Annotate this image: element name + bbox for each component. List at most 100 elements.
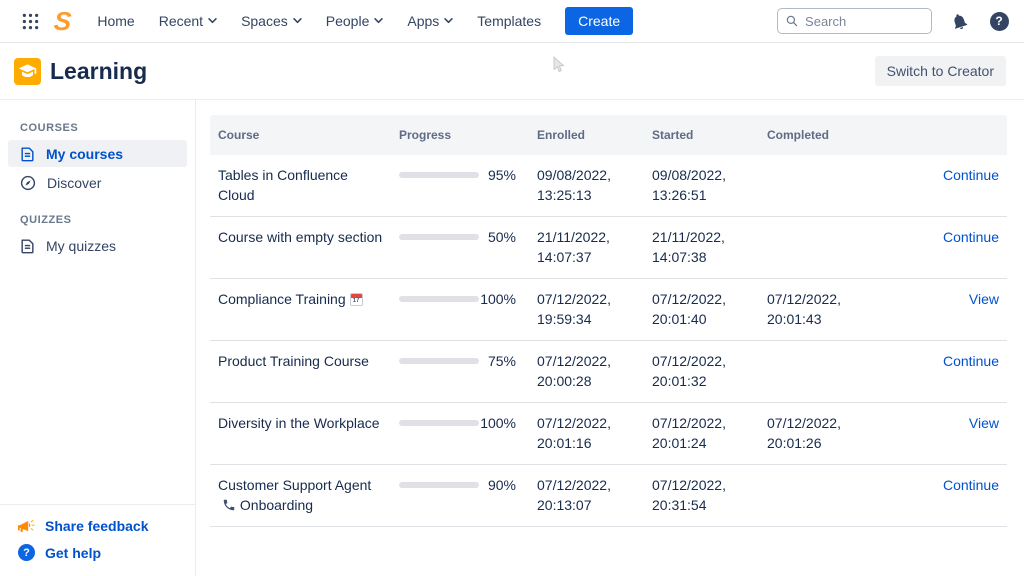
course-progress: 100% [399, 289, 516, 309]
nav-item-recent[interactable]: Recent [149, 7, 227, 35]
progress-bar [399, 296, 479, 302]
page-title: Learning [50, 57, 148, 84]
completed-date: 07/12/2022, 20:01:26 [767, 415, 841, 451]
nav-item-label: Templates [477, 13, 542, 29]
question-icon: ? [989, 11, 1009, 31]
sidebar-item-discover[interactable]: Discover [8, 169, 187, 196]
progress-percent: 50% [487, 229, 516, 245]
sidebar-item-my-courses[interactable]: My courses [8, 140, 187, 167]
product-logo[interactable]: S [52, 6, 73, 36]
course-name: Tables in Confluence Cloud [218, 167, 348, 203]
sidebar-heading-quizzes: QUIZZES [20, 214, 72, 226]
search-input[interactable] [805, 13, 923, 29]
chevron-down-icon [293, 18, 302, 24]
enrolled-date: 07/12/2022, 20:00:28 [537, 353, 611, 389]
table-row: Customer Support Agent Onboarding 90% 07… [210, 465, 1007, 527]
nav-item-apps[interactable]: Apps [397, 7, 463, 35]
enrolled-date: 21/11/2022, 14:07:37 [537, 229, 610, 265]
sidebar: COURSES My courses Discover QUIZZES My q… [0, 100, 196, 576]
sidebar-item-label: My courses [46, 145, 124, 162]
enrolled-date: 09/08/2022, 13:25:13 [537, 167, 611, 203]
progress-bar [399, 358, 479, 364]
progress-percent: 90% [487, 477, 516, 493]
sidebar-item-label: Discover [47, 174, 102, 191]
table-row: Course with empty section 50% 21/11/2022… [210, 217, 1007, 279]
course-name: Course with empty section [218, 229, 383, 245]
chevron-down-icon [374, 18, 384, 24]
completed-date: 07/12/2022, 20:01:43 [767, 291, 841, 327]
continue-link[interactable]: Continue [942, 167, 999, 183]
progress-bar [399, 420, 479, 426]
switch-to-creator-button[interactable]: Switch to Creator [874, 56, 1006, 86]
enrolled-date: 07/12/2022, 20:01:16 [537, 415, 611, 451]
progress-percent: 100% [480, 415, 516, 431]
course-progress: 75% [399, 351, 516, 371]
notifications-button[interactable] [946, 8, 972, 34]
started-date: 09/08/2022, 13:26:51 [652, 167, 726, 203]
started-date: 07/12/2022, 20:01:24 [652, 415, 726, 451]
progress-percent: 100% [480, 291, 516, 307]
nav-item-label: Apps [407, 13, 440, 29]
chevron-down-icon [444, 18, 453, 24]
enrolled-date: 07/12/2022, 19:59:34 [537, 291, 611, 327]
started-date: 21/11/2022, 14:07:38 [652, 229, 725, 265]
nav-item-home[interactable]: Home [87, 7, 144, 35]
sidebar-item-my-quizzes[interactable]: My quizzes [8, 232, 187, 259]
continue-link[interactable]: Continue [942, 353, 999, 369]
create-button[interactable]: Create [565, 7, 634, 35]
chevron-down-icon [208, 18, 217, 24]
top-navigation: S Home Recent Spaces People Apps Templat… [0, 0, 1024, 43]
search-icon [786, 15, 798, 27]
view-link[interactable]: View [968, 415, 999, 431]
grid-icon [22, 13, 38, 29]
table-header: Course Progress Enrolled Started Complet… [210, 115, 1007, 155]
nav-item-label: Spaces [241, 13, 288, 29]
table-row: Compliance Training 17 100% 07/12/2022, 1… [210, 279, 1007, 341]
progress-bar [399, 234, 479, 240]
nav-item-label: Recent [158, 13, 204, 29]
column-header-progress: Progress [399, 128, 452, 142]
table-row: Diversity in the Workplace 100% 07/12/20… [210, 403, 1007, 465]
continue-link[interactable]: Continue [942, 477, 999, 493]
get-help-link[interactable]: ? Get help [0, 539, 195, 566]
main-content: Course Progress Enrolled Started Complet… [196, 100, 1024, 576]
table-row: Tables in Confluence Cloud 95% 09/08/202… [210, 155, 1007, 217]
app-switcher-button[interactable] [16, 7, 44, 35]
phone-icon [223, 499, 235, 511]
continue-link[interactable]: Continue [942, 229, 999, 245]
document-icon [21, 239, 34, 253]
help-button[interactable]: ? [986, 8, 1012, 34]
progress-bar [399, 482, 479, 488]
enrolled-date: 07/12/2022, 20:13:07 [537, 477, 611, 513]
sidebar-heading-courses: COURSES [20, 122, 79, 134]
share-feedback-label: Share feedback [45, 518, 149, 534]
nav-item-label: Home [97, 13, 135, 29]
compass-icon [20, 175, 36, 190]
course-name: Compliance Training 17 [210, 289, 399, 309]
started-date: 07/12/2022, 20:01:32 [652, 353, 726, 389]
graduation-cap-icon [18, 63, 37, 77]
sidebar-footer: Share feedback ? Get help [0, 504, 195, 576]
started-date: 07/12/2022, 20:01:40 [652, 291, 726, 327]
app-header: Learning Switch to Creator [0, 43, 1024, 100]
help-icon: ? [18, 544, 35, 561]
progress-percent: 95% [487, 167, 516, 183]
nav-item-spaces[interactable]: Spaces [231, 7, 312, 35]
nav-item-label: People [325, 13, 370, 29]
progress-percent: 75% [487, 353, 516, 369]
sidebar-item-label: My quizzes [46, 237, 117, 254]
share-feedback-link[interactable]: Share feedback [0, 513, 195, 539]
get-help-label: Get help [45, 544, 102, 561]
progress-bar [399, 172, 479, 178]
course-name: Product Training Course [218, 353, 369, 369]
learning-app-icon [14, 57, 41, 85]
nav-item-people[interactable]: People [316, 7, 394, 35]
column-header-enrolled: Enrolled [537, 128, 586, 142]
column-header-completed: Completed [767, 128, 830, 142]
calendar-icon: 17 [349, 293, 363, 306]
view-link[interactable]: View [968, 291, 999, 307]
search-box[interactable] [777, 8, 932, 34]
nav-item-templates[interactable]: Templates [467, 7, 551, 35]
column-header-started: Started [652, 128, 694, 142]
course-progress: 95% [399, 165, 516, 185]
